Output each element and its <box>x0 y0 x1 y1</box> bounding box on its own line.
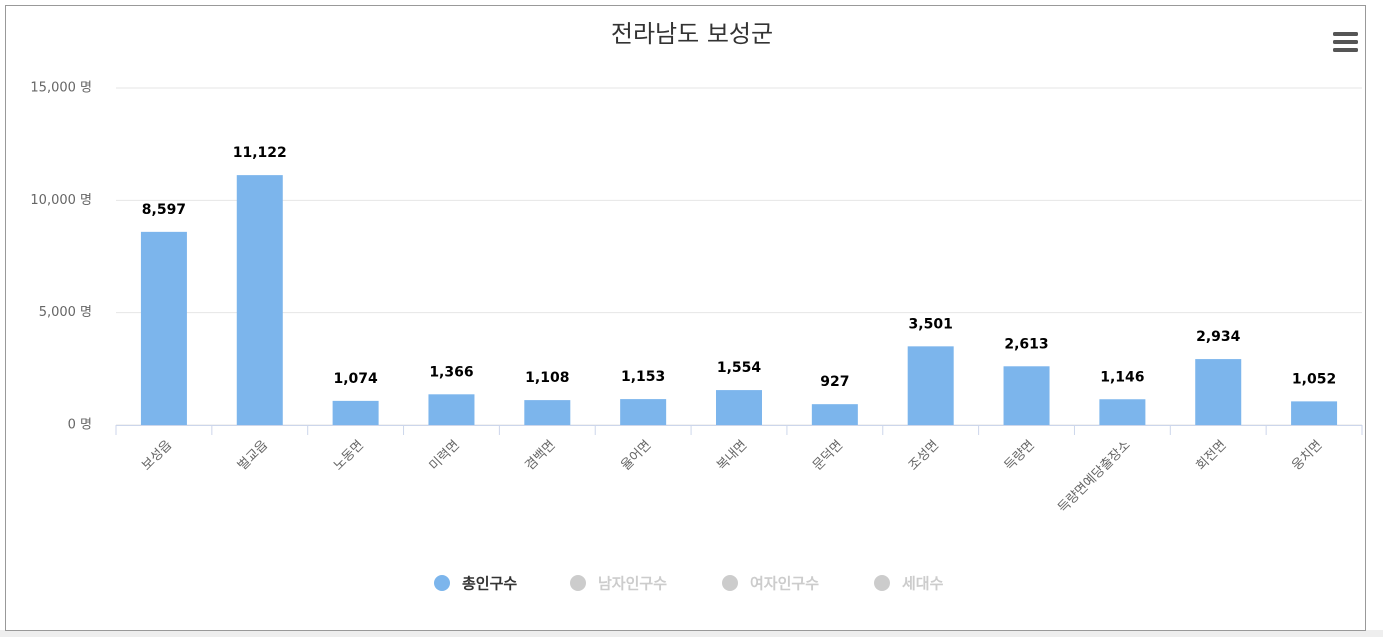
bar <box>332 400 379 425</box>
chart-frame <box>5 5 1366 631</box>
bar <box>1291 401 1338 425</box>
y-tick-label: 0 명 <box>68 418 92 433</box>
y-tick-label: 10,000 명 <box>30 193 92 208</box>
bar <box>236 175 283 425</box>
bar <box>140 231 187 425</box>
bar <box>811 404 858 425</box>
legend-item[interactable]: 여자인구수 <box>722 575 819 593</box>
legend-label: 남자인구수 <box>598 575 667 593</box>
bottom-strip <box>0 630 1383 637</box>
data-label: 1,153 <box>621 369 665 385</box>
data-label: 2,934 <box>1196 329 1241 345</box>
legend-item[interactable]: 세대수 <box>874 575 944 593</box>
data-label: 8,597 <box>142 202 186 218</box>
bar <box>716 390 762 425</box>
legend-label: 여자인구수 <box>750 575 819 593</box>
bar <box>907 346 954 425</box>
y-tick-label: 15,000 명 <box>30 81 92 96</box>
data-label: 1,366 <box>429 364 473 380</box>
legend-symbol <box>570 575 586 591</box>
data-label: 1,146 <box>1100 369 1144 385</box>
data-label: 2,613 <box>1004 336 1048 352</box>
data-label: 1,554 <box>717 360 762 376</box>
menu-bar <box>1333 48 1358 52</box>
data-label: 1,074 <box>333 371 378 387</box>
data-label: 927 <box>820 374 849 390</box>
data-label: 11,122 <box>233 145 287 161</box>
bar <box>1099 399 1146 425</box>
legend-symbol <box>722 575 738 591</box>
legend-symbol <box>434 575 450 591</box>
legend-symbol <box>874 575 890 591</box>
legend-label: 총인구수 <box>462 575 517 593</box>
data-label: 1,052 <box>1292 371 1336 387</box>
chart-title: 전라남도 보성군 <box>611 20 773 48</box>
data-label: 1,108 <box>525 370 569 386</box>
bar <box>620 399 667 425</box>
menu-bar <box>1333 32 1358 36</box>
legend-label: 세대수 <box>902 575 944 593</box>
bar <box>1003 366 1050 425</box>
bar <box>428 394 475 425</box>
bar <box>1195 359 1242 425</box>
legend-item[interactable]: 남자인구수 <box>570 575 667 593</box>
y-tick-label: 5,000 명 <box>39 305 92 320</box>
bar <box>524 400 571 425</box>
data-label: 3,501 <box>909 316 953 332</box>
legend-item[interactable]: 총인구수 <box>434 575 517 593</box>
menu-button[interactable] <box>1333 32 1358 52</box>
menu-bar <box>1333 40 1358 44</box>
